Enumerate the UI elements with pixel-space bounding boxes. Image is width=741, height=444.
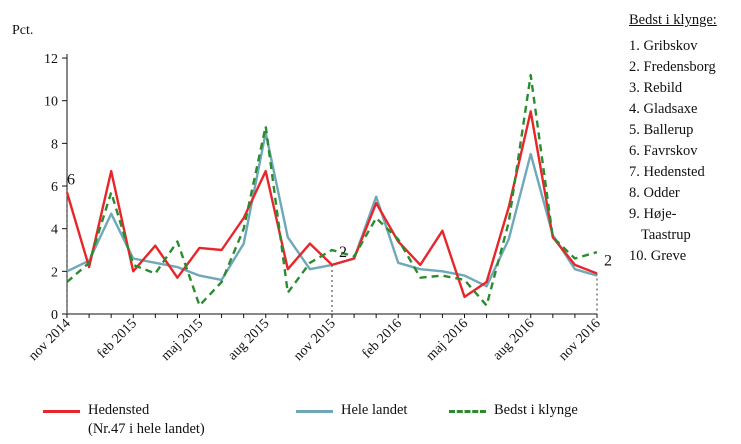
- x-tick-label: aug 2015: [225, 316, 272, 363]
- cluster-item-5: 5. Ballerup: [629, 122, 694, 138]
- y-tick-label: 0: [51, 308, 58, 323]
- x-tick-label: maj 2016: [424, 316, 472, 364]
- series-line-bedst-i-klynge: [66, 73, 598, 307]
- cluster-item-8: 8. Odder: [629, 185, 680, 201]
- legend-label-klynge: Bedst i klynge: [494, 402, 578, 418]
- x-tick-label: maj 2015: [159, 316, 207, 364]
- x-tick-label: feb 2015: [95, 316, 141, 362]
- legend-label-hedensted: Hedensted: [88, 402, 150, 418]
- y-tick-label: 12: [44, 52, 58, 67]
- annotation-labels: 6 2 2: [67, 171, 612, 269]
- y-axis: 0 2 4 6 8 10 12: [44, 52, 68, 323]
- x-tick-label: aug 2016: [490, 316, 537, 363]
- x-tick-label: nov 2014: [26, 316, 74, 364]
- cluster-item-3: 3. Rebild: [629, 80, 683, 96]
- cluster-item-4: 4. Gladsaxe: [629, 101, 698, 117]
- cluster-item-6: 6. Favrskov: [629, 143, 698, 159]
- y-tick-label: 2: [51, 265, 58, 280]
- x-tick-label: nov 2016: [556, 316, 604, 364]
- cluster-item-10: 10. Greve: [629, 248, 687, 264]
- cluster-list-title: Bedst i klynge:: [629, 12, 717, 28]
- cluster-item-7: 7. Hedensted: [629, 164, 705, 180]
- series-line-hedensted: [65, 110, 598, 299]
- y-tick-label: 10: [44, 95, 58, 110]
- legend-swatch-hedensted: [43, 410, 80, 413]
- legend-swatch-klynge: [449, 410, 486, 413]
- y-axis-label: Pct.: [12, 23, 33, 38]
- y-tick-label: 4: [51, 223, 58, 238]
- legend-sublabel-hedensted: (Nr.47 i hele landet): [88, 421, 205, 437]
- series-lines: [65, 73, 598, 307]
- annotation-label: 2: [604, 252, 612, 269]
- cluster-item-1: 1. Gribskov: [629, 38, 698, 54]
- legend: Hedensted (Nr.47 i hele landet) Hele lan…: [0, 402, 741, 442]
- cluster-item-9: 9. Høje-: [629, 206, 677, 222]
- cluster-item-2: 2. Fredensborg: [629, 59, 716, 75]
- x-tick-label: feb 2016: [360, 316, 406, 362]
- y-tick-label: 6: [51, 180, 58, 195]
- y-tick-label: 8: [51, 137, 58, 152]
- x-tick-label: nov 2015: [291, 316, 339, 364]
- legend-swatch-landet: [296, 410, 333, 413]
- cluster-item-9-cont: Taastrup: [641, 227, 691, 243]
- annotation-label: 2: [339, 244, 347, 261]
- annotation-label: 6: [67, 171, 75, 188]
- annotation-guides: [66, 192, 598, 314]
- legend-label-landet: Hele landet: [341, 402, 408, 418]
- cluster-list: Bedst i klynge: 1. Gribskov 2. Fredensbo…: [629, 10, 739, 267]
- x-axis: nov 2014 feb 2015 maj 2015 aug 2015 nov 2015…: [26, 313, 604, 364]
